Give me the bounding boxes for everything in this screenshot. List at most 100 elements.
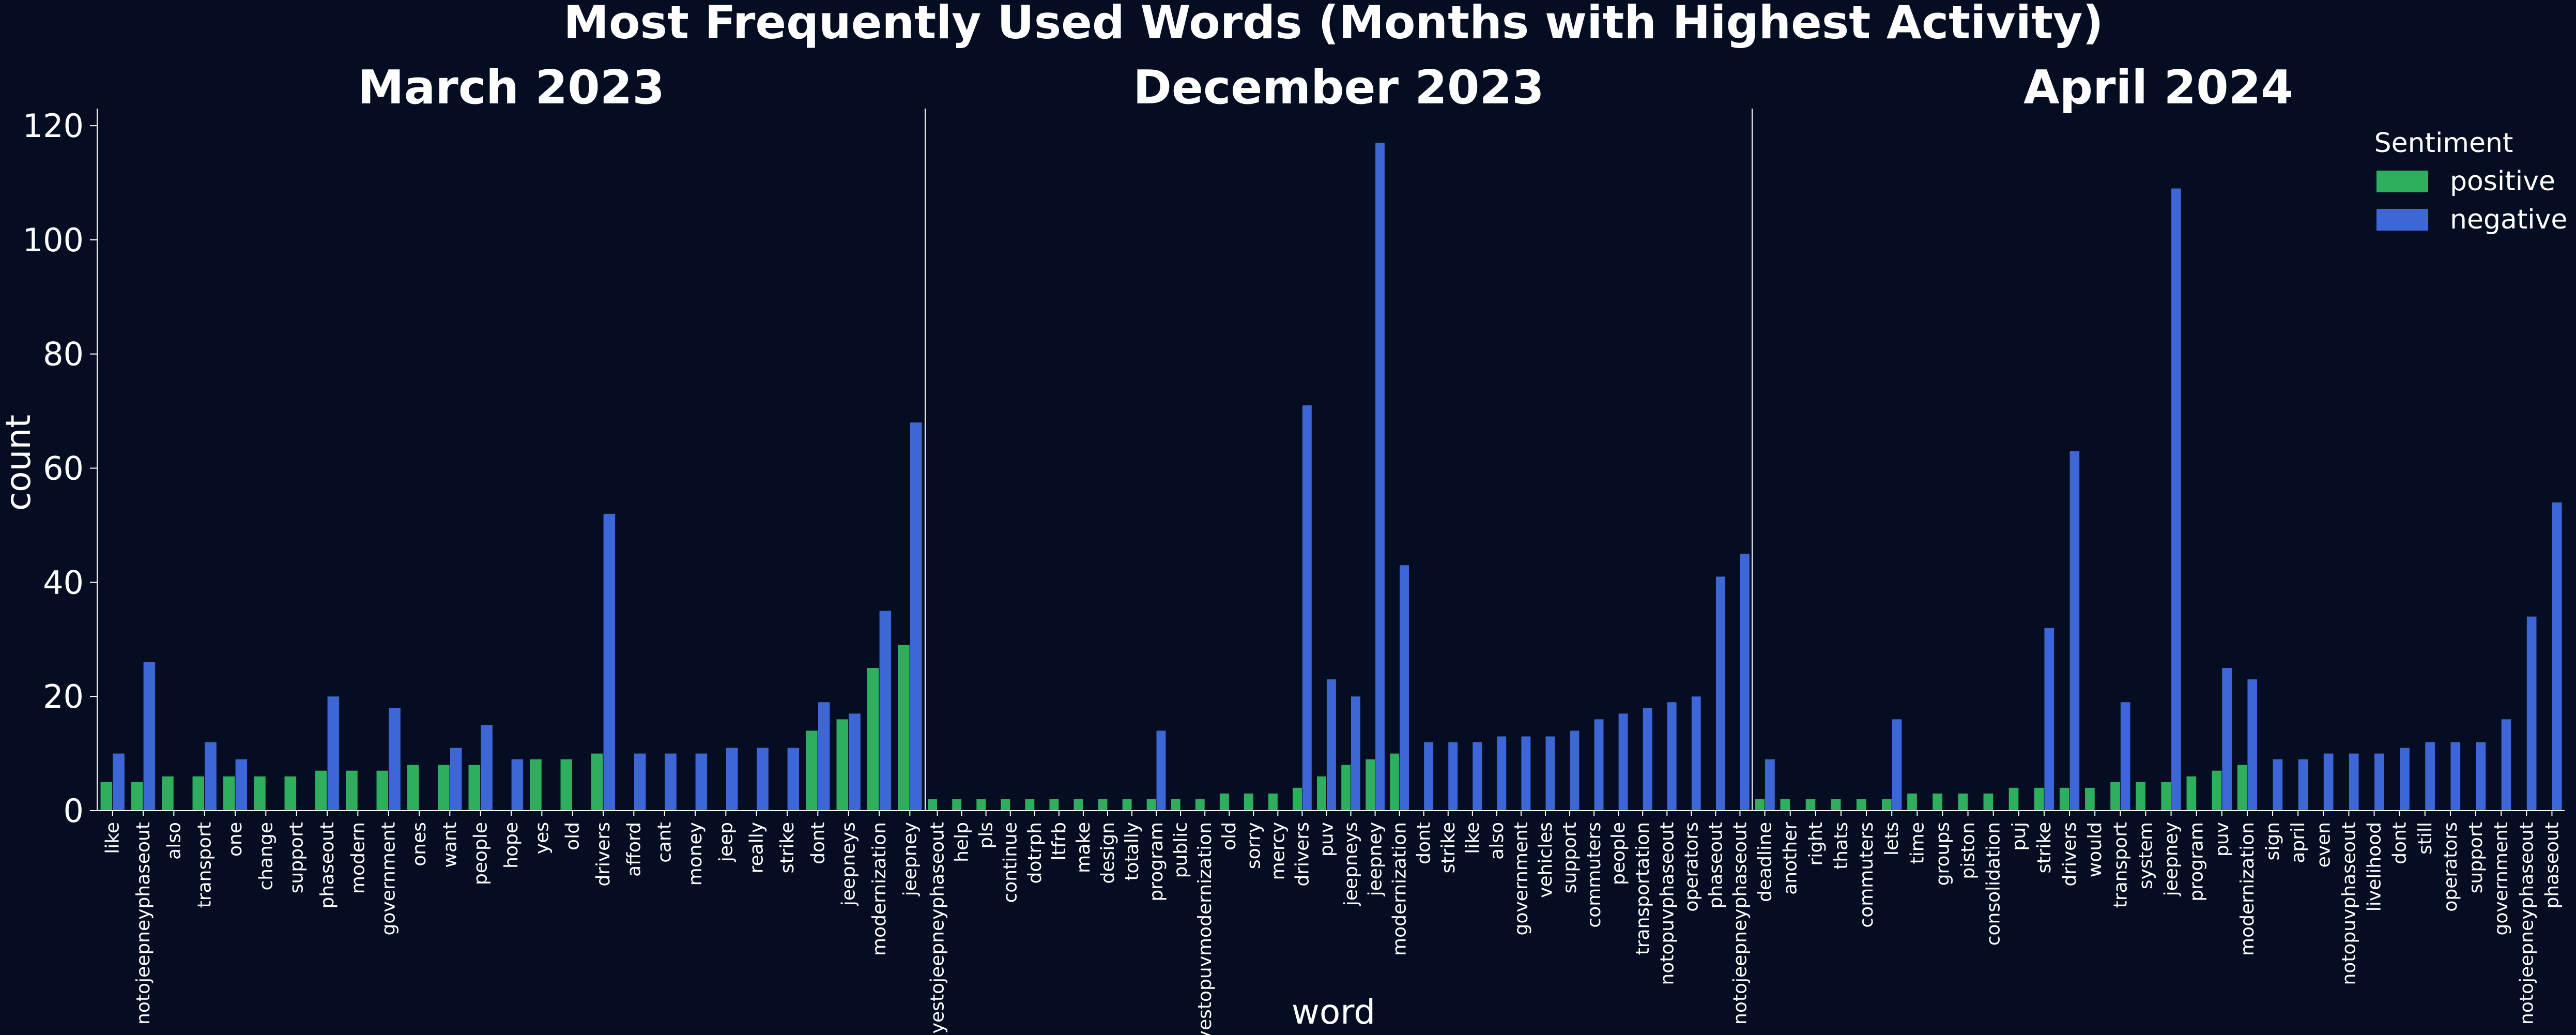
x-tick-label: money (685, 822, 706, 886)
bar-positive-right (1805, 799, 1816, 811)
bar-negative-jeep (726, 748, 738, 811)
x-tick-label: government (2491, 822, 2512, 935)
x-tick-label: operators (2440, 822, 2461, 912)
bar-negative-deadline (1765, 759, 1775, 811)
x-tick-label: another (1780, 822, 1801, 895)
legend-label-positive: positive (2450, 166, 2555, 197)
x-tick-label: yestopuvmodernization (1194, 822, 1216, 1035)
x-tick-label: strike (777, 822, 798, 873)
bar-positive-want (438, 765, 450, 811)
bar-negative-transport (2120, 702, 2130, 811)
x-tick-label: transport (194, 822, 216, 908)
x-tick-label: phaseout (2541, 822, 2563, 909)
y-tick-label: 120 (23, 107, 84, 145)
x-tick-label: dont (1414, 822, 1435, 864)
x-tick-label: drivers (2059, 822, 2080, 887)
bar-positive-jeepneys (1341, 765, 1351, 811)
bar-positive-modernization (2237, 765, 2247, 811)
bar-positive-yes (530, 759, 542, 811)
x-tick-label: people (1608, 822, 1629, 885)
bar-negative-april (2298, 759, 2308, 811)
x-tick-label: thats (1831, 822, 1852, 870)
bar-positive-continue (1001, 799, 1010, 811)
x-tick-label: deadline (1755, 822, 1776, 902)
x-tick-label: afford (623, 822, 645, 877)
bar-positive-public (1171, 799, 1180, 811)
bar-negative-strike (1448, 742, 1458, 811)
panel-title: April 2024 (2023, 60, 2293, 115)
x-tick-label: ones (409, 822, 430, 866)
bar-negative-jeepney (1375, 143, 1385, 811)
bar-positive-time (1907, 793, 1917, 811)
bar-positive-would (2085, 787, 2095, 811)
x-tick-label: yestojeepneyphaseout (927, 822, 948, 1033)
x-tick-label: program (2186, 822, 2207, 902)
bar-negative-afford (634, 753, 646, 811)
bar-positive-dotrph (1025, 799, 1035, 811)
bar-positive-design (1098, 799, 1108, 811)
bar-positive-puj (2008, 787, 2019, 811)
bar-positive-jeepneys (836, 719, 849, 811)
bar-positive-drivers (591, 753, 603, 811)
x-tick-label: jeepney (1365, 822, 1386, 896)
x-tick-label: sorry (1243, 822, 1264, 869)
x-tick-label: lets (1881, 822, 1903, 856)
x-tick-label: drivers (1292, 822, 1313, 887)
x-tick-label: like (102, 822, 124, 854)
bar-negative-jeepneys (1351, 696, 1360, 811)
y-axis-label: count (0, 415, 38, 511)
bar-positive-lets (1882, 799, 1892, 811)
bar-negative-drivers (1302, 405, 1312, 811)
bar-negative-livelihood (2374, 753, 2384, 811)
x-tick-label: dont (2389, 822, 2411, 864)
bar-negative-strike (2044, 628, 2054, 811)
x-tick-label: would (2084, 822, 2106, 877)
x-tick-label: even (2313, 822, 2334, 867)
bar-negative-like (113, 753, 125, 811)
bar-negative-sign (2273, 759, 2283, 811)
bar-positive-support (284, 776, 297, 811)
bar-positive-transport (2110, 782, 2120, 811)
x-tick-label: still (2415, 822, 2436, 855)
x-tick-label: commuters (1584, 822, 1605, 928)
x-tick-label: right (1805, 822, 1827, 866)
legend-label-negative: negative (2450, 204, 2567, 235)
x-tick-label: help (952, 822, 973, 862)
bar-negative-support (1570, 730, 1580, 811)
x-tick-label: ltfrb (1049, 822, 1070, 860)
x-tick-label: dont (807, 822, 829, 864)
bar-negative-like (1473, 742, 1482, 811)
x-tick-label: notojeepneyphaseout (1729, 822, 1751, 1025)
bar-positive-transport (192, 776, 205, 811)
x-tick-label: modern (347, 822, 369, 894)
x-tick-label: phaseout (1705, 822, 1726, 909)
bar-negative-jeepneys (849, 713, 861, 811)
bar-positive-change (254, 776, 266, 811)
bar-negative-government (1521, 736, 1531, 811)
x-tick-label: jeepneys (1341, 822, 1362, 906)
bar-negative-drivers (603, 513, 616, 811)
bar-negative-support (2476, 742, 2486, 811)
x-tick-label: one (225, 822, 246, 857)
bar-negative-vehicles (1545, 736, 1555, 811)
bar-negative-notojeepneyphaseout (1740, 554, 1750, 811)
bar-positive-jeepney (1366, 759, 1375, 811)
x-tick-label: notojeepneyphaseout (2516, 822, 2537, 1025)
x-tick-label: phaseout (317, 822, 338, 909)
bar-negative-strike (787, 748, 800, 811)
bar-negative-money (695, 753, 708, 811)
x-tick-label: cant (654, 822, 676, 863)
x-tick-label: strike (1438, 822, 1459, 873)
panel-title: March 2023 (358, 60, 665, 115)
bar-positive-modern (346, 770, 358, 811)
y-tick-label: 20 (43, 678, 84, 716)
x-tick-label: design (1097, 822, 1118, 884)
x-tick-label: modernization (869, 822, 890, 956)
bar-positive-strike (2034, 787, 2044, 811)
x-tick-label: yes (531, 822, 553, 854)
bar-negative-dont (1424, 742, 1434, 811)
x-tick-label: pls (976, 822, 997, 849)
bar-positive-drivers (1293, 787, 1302, 811)
bar-positive-sorry (1244, 793, 1253, 811)
